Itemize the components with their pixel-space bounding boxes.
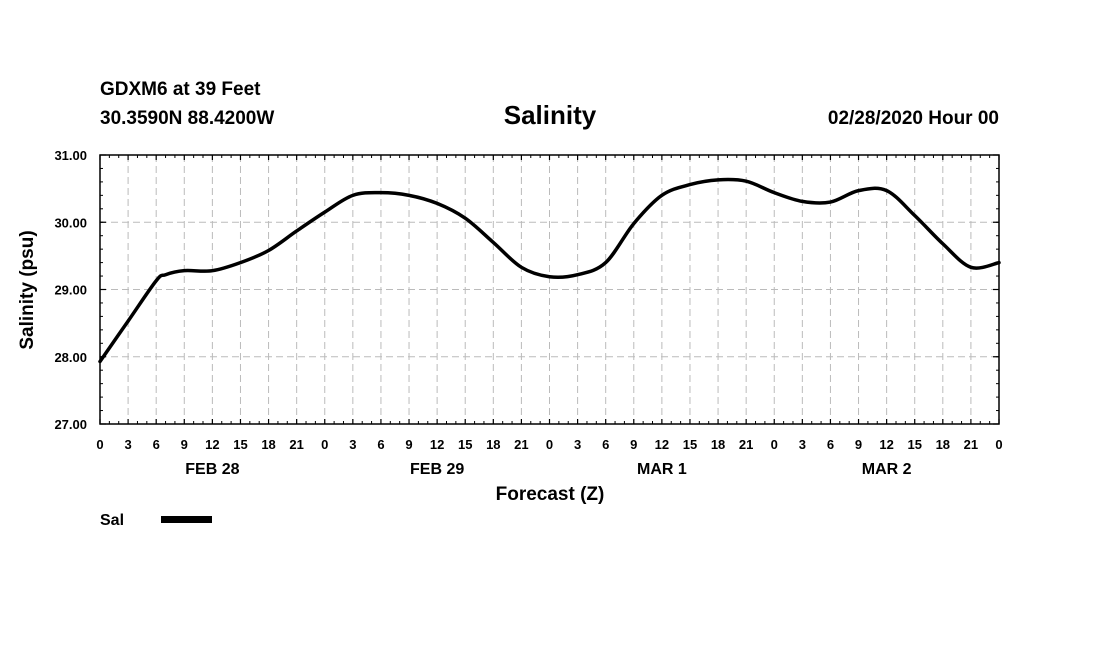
x-tick-label: 3 xyxy=(574,437,581,452)
x-tick-label: 21 xyxy=(514,437,528,452)
x-tick-label: 9 xyxy=(181,437,188,452)
x-tick-label: 3 xyxy=(799,437,806,452)
x-tick-label: 0 xyxy=(995,437,1002,452)
x-tick-label: 6 xyxy=(153,437,160,452)
x-tick-label: 9 xyxy=(405,437,412,452)
day-label: MAR 2 xyxy=(862,461,912,478)
x-tick-label: 12 xyxy=(205,437,219,452)
location-label: 30.3590N 88.4200W xyxy=(100,108,274,129)
day-label: MAR 1 xyxy=(637,461,687,478)
legend-label: Sal xyxy=(100,512,124,529)
x-tick-label: 3 xyxy=(349,437,356,452)
x-axis-title: Forecast (Z) xyxy=(496,484,605,505)
salinity-series-line xyxy=(98,177,1001,364)
x-tick-label: 15 xyxy=(458,437,472,452)
chart-title: Salinity xyxy=(504,100,597,130)
x-tick-label: 12 xyxy=(655,437,669,452)
x-tick-labels: 0 3 6 9 12 15 18 21 0 3 6 9 12 15 18 21 0 3 6 9 12 15 18 21 0 3 6 9… xyxy=(96,437,1002,452)
x-tick-label: 15 xyxy=(907,437,921,452)
issued-label: 02/28/2020 Hour 00 xyxy=(828,108,999,129)
x-tick-label: 9 xyxy=(855,437,862,452)
y-tick-label: 30.00 xyxy=(54,215,87,230)
x-tick-label: 0 xyxy=(321,437,328,452)
x-tick-label: 6 xyxy=(377,437,384,452)
y-tick-label: 27.00 xyxy=(54,417,87,432)
x-tick-label: 18 xyxy=(486,437,500,452)
y-tick-labels: 27.00 28.00 29.00 30.00 31.00 xyxy=(54,148,87,432)
y-tick-label: 28.00 xyxy=(54,350,87,365)
x-tick-label: 18 xyxy=(711,437,725,452)
grid-lines xyxy=(100,155,999,424)
day-labels: FEB 28 FEB 29 MAR 1 MAR 2 xyxy=(185,461,911,478)
y-axis-title: Salinity (psu) xyxy=(17,230,38,349)
x-tick-label: 21 xyxy=(739,437,753,452)
x-tick-label: 21 xyxy=(964,437,978,452)
x-tick-label: 18 xyxy=(936,437,950,452)
x-tick-label: 15 xyxy=(683,437,697,452)
x-tick-label: 15 xyxy=(233,437,247,452)
x-tick-label: 6 xyxy=(827,437,834,452)
x-tick-label: 0 xyxy=(96,437,103,452)
legend-swatch xyxy=(161,516,212,523)
plot-frame xyxy=(99,154,1000,425)
y-tick-label: 31.00 xyxy=(54,148,87,163)
x-tick-label: 18 xyxy=(261,437,275,452)
station-label: GDXM6 at 39 Feet xyxy=(100,79,261,100)
x-tick-label: 0 xyxy=(546,437,553,452)
x-tick-label: 21 xyxy=(289,437,303,452)
x-tick-label: 12 xyxy=(430,437,444,452)
day-label: FEB 29 xyxy=(410,461,464,478)
day-label: FEB 28 xyxy=(185,461,239,478)
x-tick-label: 3 xyxy=(124,437,131,452)
x-tick-label: 6 xyxy=(602,437,609,452)
x-tick-label: 12 xyxy=(879,437,893,452)
x-tick-label: 9 xyxy=(630,437,637,452)
y-tick-label: 29.00 xyxy=(54,283,87,298)
x-tick-label: 0 xyxy=(771,437,778,452)
